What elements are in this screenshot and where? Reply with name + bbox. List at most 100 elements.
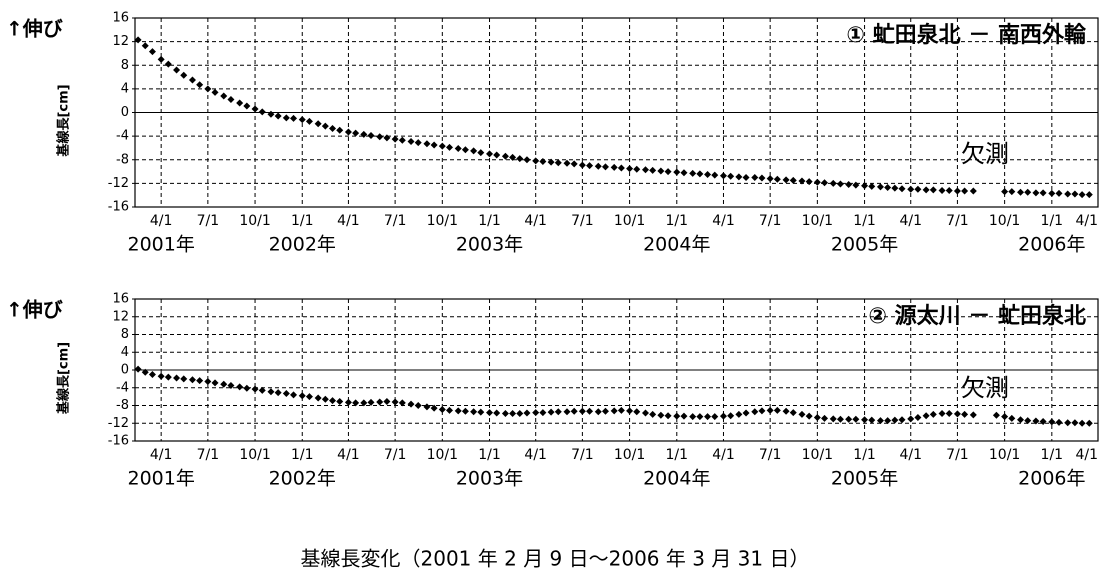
data-point: [157, 55, 165, 63]
data-point: [813, 178, 821, 186]
data-point: [329, 397, 337, 405]
x-tick-label: 4/1: [1075, 447, 1098, 463]
data-point: [907, 185, 915, 193]
data-point: [321, 122, 329, 130]
data-point: [641, 409, 649, 417]
x-tick-label: 10/1: [239, 213, 270, 229]
data-point: [601, 163, 609, 171]
data-point: [696, 170, 704, 178]
data-point: [782, 407, 790, 415]
data-point: [430, 141, 438, 149]
data-point: [486, 409, 494, 417]
data-point: [719, 412, 727, 420]
data-point: [735, 173, 743, 181]
y-tick-label: 12: [112, 34, 129, 49]
data-point: [211, 379, 219, 387]
data-point: [914, 413, 922, 421]
x-tick-label: 4/1: [899, 447, 922, 463]
x-tick-label: 7/1: [197, 447, 220, 463]
data-point: [1064, 419, 1072, 427]
data-point: [1071, 419, 1079, 427]
data-point: [438, 405, 446, 413]
data-point: [236, 383, 244, 391]
x-tick-label: 10/1: [614, 213, 645, 229]
data-point: [344, 398, 352, 406]
data-point: [929, 410, 937, 418]
year-label: 2004年: [643, 234, 710, 256]
x-tick-label: 4/1: [712, 447, 735, 463]
year-label: 2001年: [127, 468, 194, 490]
x-tick-label: 10/1: [614, 447, 645, 463]
data-point: [391, 135, 399, 143]
data-point: [836, 415, 844, 423]
data-point: [992, 411, 1000, 419]
data-point: [680, 412, 688, 420]
data-point: [227, 382, 235, 390]
chart-title: ② 源太川 － 虻田泉北: [868, 303, 1086, 329]
x-tick-label: 1/1: [1041, 213, 1064, 229]
data-point: [861, 182, 869, 190]
data-point: [836, 180, 844, 188]
data-point: [398, 136, 406, 144]
data-point: [798, 410, 806, 418]
data-point: [1071, 190, 1079, 198]
data-point: [554, 408, 562, 416]
data-point: [601, 407, 609, 415]
data-point: [719, 172, 727, 180]
x-tick-label: 10/1: [427, 213, 458, 229]
data-point: [376, 133, 384, 141]
x-tick-label: 1/1: [291, 447, 314, 463]
x-tick-label: 10/1: [427, 447, 458, 463]
data-point: [454, 407, 462, 415]
data-point: [813, 413, 821, 421]
x-tick-label: 10/1: [802, 447, 833, 463]
data-point: [898, 185, 906, 193]
data-point: [657, 167, 665, 175]
data-point: [523, 156, 531, 164]
data-point: [414, 402, 422, 409]
data-point: [523, 409, 531, 417]
x-tick-label: 10/1: [802, 213, 833, 229]
data-point: [407, 400, 415, 408]
year-label: 2003年: [456, 234, 523, 256]
data-point: [1064, 190, 1072, 198]
data-point: [821, 179, 829, 187]
data-point: [891, 184, 899, 192]
data-point: [1048, 189, 1056, 197]
data-point: [829, 179, 837, 187]
data-point: [274, 112, 282, 120]
x-tick-label: 1/1: [853, 447, 876, 463]
data-point: [626, 407, 634, 415]
data-point: [446, 406, 454, 414]
data-point: [735, 410, 743, 418]
data-point: [570, 407, 578, 415]
data-point: [148, 370, 156, 378]
data-point: [766, 406, 774, 414]
y-tick-label: 8: [121, 58, 129, 73]
data-point: [134, 36, 142, 44]
y-tick-label: 8: [121, 327, 129, 342]
data-point: [907, 415, 915, 423]
data-point: [594, 408, 602, 416]
data-point: [188, 76, 196, 84]
chart-title: ① 虻田泉北 － 南西外輪: [846, 22, 1086, 48]
data-point: [360, 130, 368, 138]
y-tick-label: -4: [116, 129, 129, 144]
data-point: [470, 408, 478, 416]
data-point: [446, 143, 454, 151]
data-point: [664, 168, 672, 176]
y-tick-label: -16: [108, 434, 129, 449]
year-label: 2003年: [456, 468, 523, 490]
y-tick-label: -8: [116, 398, 129, 413]
data-point: [134, 365, 142, 373]
data-point: [742, 173, 750, 181]
year-label: 2002年: [269, 468, 336, 490]
data-point: [789, 409, 797, 417]
subplot: -16 -12 -8 -4 0 4 8 12 16 4/1 7/1 10/1 1/1 4/1 7/1 10/1…: [6, 292, 1099, 490]
data-point: [282, 390, 290, 398]
data-point: [961, 187, 969, 195]
data-point: [470, 147, 478, 155]
data-point: [204, 378, 212, 386]
y-tick-label: 4: [121, 345, 129, 360]
